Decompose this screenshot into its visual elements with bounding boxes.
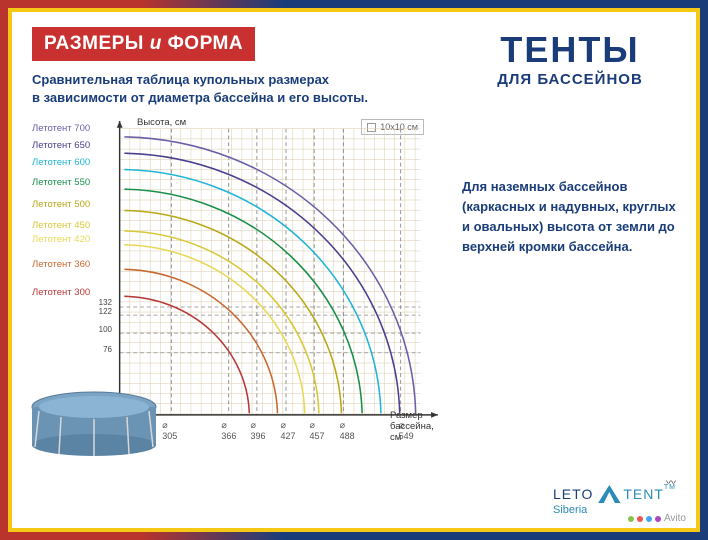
description-text: Для наземных бассейнов (каркасных и наду… — [462, 177, 678, 258]
series-label: Летотент 360 — [32, 259, 110, 270]
title-word1: РАЗМЕРЫ — [44, 33, 144, 54]
series-label: Летотент 500 — [32, 199, 110, 210]
product-title: ТЕНТЫ ДЛЯ БАССЕЙНОВ — [462, 32, 678, 87]
series-label: Летотент 450 — [32, 220, 110, 231]
title-connector: и — [150, 33, 162, 54]
brand-logo: 〰 LETOTENTTM Siberia — [553, 484, 676, 516]
avito-text: Avito — [664, 513, 686, 524]
border-gradient: РАЗМЕРЫ и ФОРМА Сравнительная таблица ку… — [0, 0, 708, 540]
avito-dot — [628, 516, 634, 522]
series-label: Летотент 650 — [32, 140, 110, 151]
title-word2: ФОРМА — [168, 33, 243, 54]
subtitle: Сравнительная таблица купольных размерах… — [32, 71, 442, 107]
chart-svg — [112, 119, 462, 444]
avito-dot — [637, 516, 643, 522]
content-panel: РАЗМЕРЫ и ФОРМА Сравнительная таблица ку… — [12, 12, 696, 528]
left-column: РАЗМЕРЫ и ФОРМА Сравнительная таблица ку… — [12, 12, 452, 528]
product-title-line2: ДЛЯ БАССЕЙНОВ — [462, 72, 678, 87]
logo-text: LETOTENTTM — [553, 486, 676, 502]
watermark: Avito — [628, 513, 686, 524]
avito-dot — [646, 516, 652, 522]
series-label: Летотент 600 — [32, 157, 110, 168]
x-tick-label: ⌀ 427 — [280, 420, 295, 441]
series-label: Летотент 300 — [32, 287, 110, 298]
x-tick-label: ⌀ 488 — [340, 420, 355, 441]
y-tick-label: 76 — [42, 345, 112, 354]
x-tick-label: ⌀ 366 — [221, 420, 236, 441]
y-tick-label: 100 — [42, 325, 112, 334]
logo-word1: LETO — [553, 486, 593, 502]
product-title-line1: ТЕНТЫ — [462, 32, 678, 68]
series-label: Летотент 420 — [32, 234, 110, 245]
tent-icon — [595, 484, 623, 504]
y-tick-label: 122 — [42, 307, 112, 316]
x-axis-title: Размербассейна, см — [390, 411, 442, 444]
x-tick-label: ⌀ 305 — [162, 420, 177, 441]
chart: Высота, см 10х10 см Летотент 700Летотент… — [32, 119, 442, 489]
series-label: Летотент 550 — [32, 177, 110, 188]
avito-dot — [655, 516, 661, 522]
title-band: РАЗМЕРЫ и ФОРМА — [32, 27, 255, 61]
y-tick-label: 132 — [42, 298, 112, 307]
border-yellow: РАЗМЕРЫ и ФОРМА Сравнительная таблица ку… — [8, 8, 700, 532]
bird-icon: 〰 — [666, 474, 676, 489]
x-tick-label: ⌀ 396 — [250, 420, 265, 441]
pool-illustration — [27, 389, 162, 457]
x-tick-label: ⌀ 457 — [310, 420, 325, 441]
series-label: Летотент 700 — [32, 123, 110, 134]
logo-word2: TENT — [623, 486, 664, 502]
right-column: ТЕНТЫ ДЛЯ БАССЕЙНОВ Для наземных бассейн… — [452, 12, 696, 528]
